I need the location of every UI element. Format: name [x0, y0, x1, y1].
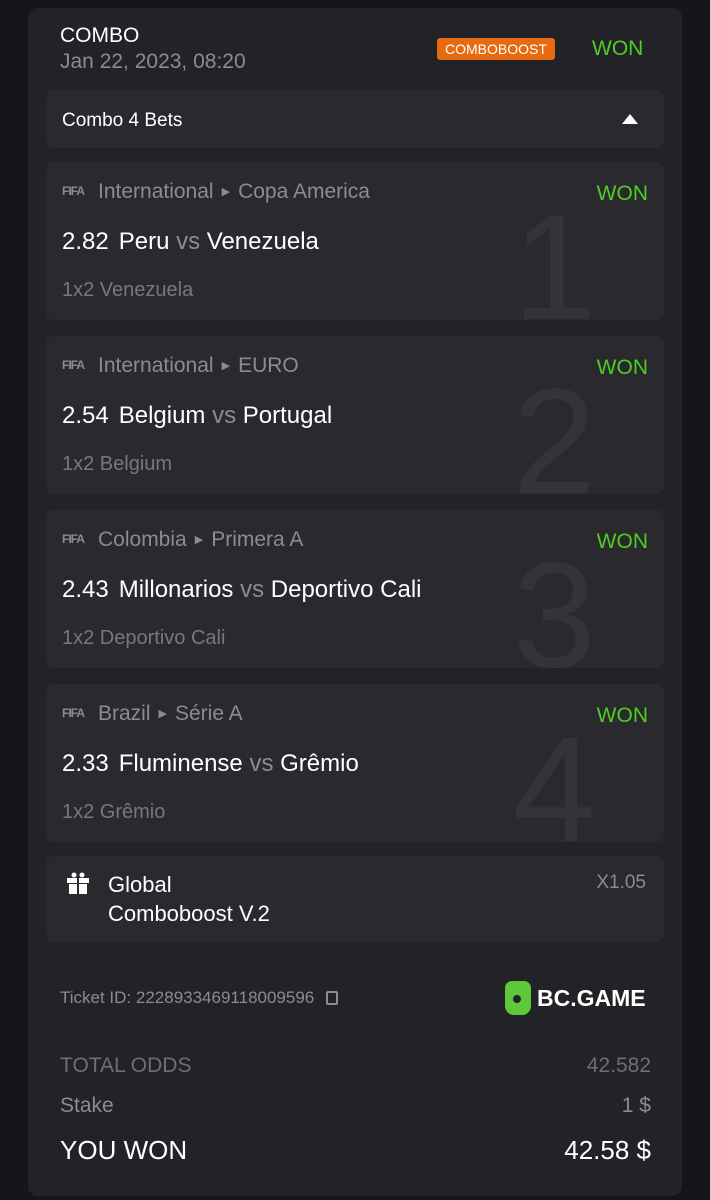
- league-path: International ▶ Copa America: [98, 180, 370, 203]
- caret-up-icon[interactable]: [622, 114, 638, 124]
- chevron-right-icon: ▶: [158, 708, 167, 720]
- bet-leg-card: 4 FIFA Brazil ▶ Série A WON 2.33 Fluminense…: [46, 684, 664, 842]
- copy-icon[interactable]: [326, 991, 339, 1005]
- gift-icon: [67, 872, 89, 894]
- match: 2.43 Millonarios vs Deportivo Cali: [62, 576, 422, 603]
- leg-status: WON: [596, 356, 648, 379]
- match: 2.54 Belgium vs Portugal: [62, 402, 333, 429]
- combo-toggle[interactable]: Combo 4 Bets: [46, 90, 664, 148]
- ticket-id: Ticket ID: 2228933469118009596: [60, 988, 339, 1008]
- leg-status: WON: [596, 704, 648, 727]
- market-selection: 1x2 Venezuela: [62, 279, 194, 301]
- bet-date: Jan 22, 2023, 08:20: [60, 50, 246, 73]
- logo-mark-icon: [505, 981, 531, 1015]
- leg-number: 2: [512, 357, 596, 494]
- boost-card: Global Comboboost V.2 X1.05: [46, 856, 664, 942]
- market-selection: 1x2 Belgium: [62, 453, 173, 475]
- bet-ticket-card: COMBO Jan 22, 2023, 08:20 COMBOBOOST WON…: [28, 8, 682, 1196]
- stake-row: Stake 1 $: [60, 1094, 651, 1117]
- leg-status: WON: [596, 530, 648, 553]
- match: 2.82 Peru vs Venezuela: [62, 228, 319, 255]
- bet-type: COMBO: [60, 24, 140, 47]
- comboboost-badge: COMBOBOOST: [437, 38, 555, 60]
- chevron-right-icon: ▶: [221, 360, 231, 372]
- total-odds-row: TOTAL ODDS 42.582: [60, 1054, 651, 1077]
- leg-status: WON: [596, 182, 648, 205]
- combo-label: Combo 4 Bets: [62, 110, 183, 131]
- market-selection: 1x2 Deportivo Cali: [62, 627, 226, 649]
- fifa-icon: FIFA: [62, 358, 85, 372]
- fifa-icon: FIFA: [62, 706, 85, 720]
- match: 2.33 Fluminense vs Grêmio: [62, 750, 359, 777]
- league-path: Brazil ▶ Série A: [98, 702, 243, 725]
- boost-name: Global Comboboost V.2: [108, 872, 270, 926]
- ticket-status: WON: [592, 37, 644, 60]
- boost-multiplier: X1.05: [596, 872, 646, 893]
- fifa-icon: FIFA: [62, 532, 85, 546]
- leg-number: 3: [512, 531, 596, 668]
- leg-number: 4: [512, 705, 596, 842]
- league-path: International ▶ EURO: [98, 354, 299, 377]
- league-path: Colombia ▶ Primera A: [98, 528, 304, 551]
- leg-number: 1: [512, 183, 596, 320]
- chevron-right-icon: ▶: [221, 186, 231, 198]
- fifa-icon: FIFA: [62, 184, 85, 198]
- bet-leg-card: 2 FIFA International ▶ EURO WON 2.54 Belgiu…: [46, 336, 664, 494]
- won-row: YOU WON 42.58 $: [60, 1135, 651, 1165]
- bet-leg-card: 3 FIFA Colombia ▶ Primera A WON 2.43 Millon…: [46, 510, 664, 668]
- chevron-right-icon: ▶: [194, 534, 204, 546]
- market-selection: 1x2 Grêmio: [62, 801, 166, 823]
- bc-game-logo: BC.GAME: [505, 981, 646, 1015]
- bet-leg-card: 1 FIFA International ▶ Copa America WON 2.…: [46, 162, 664, 320]
